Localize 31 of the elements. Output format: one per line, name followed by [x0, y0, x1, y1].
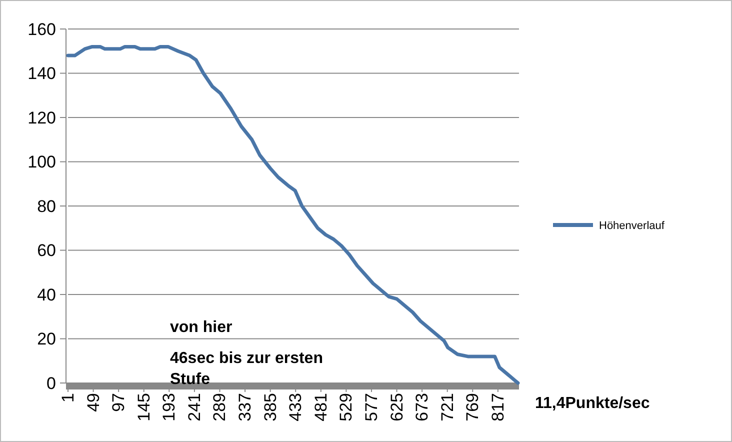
x-tick-label: 385 — [260, 393, 280, 422]
legend-label: Höhenverlauf — [599, 220, 666, 232]
x-tick-label: 673 — [412, 393, 432, 422]
y-tick-label: 100 — [28, 152, 56, 172]
x-tick-label: 769 — [463, 393, 482, 422]
y-tick-label: 80 — [37, 196, 56, 216]
y-tick-label: 40 — [37, 285, 56, 304]
x-tick-label: 481 — [311, 393, 330, 422]
x-tick-label: 625 — [387, 393, 406, 422]
annotation: 46sec bis zur ersten Stufe — [170, 350, 323, 388]
y-tick-label: 0 — [46, 374, 56, 393]
x-tick-label: 577 — [362, 393, 381, 422]
x-tick-label: 49 — [84, 393, 103, 412]
y-tick-label: 20 — [37, 330, 56, 349]
x-tick-label: 193 — [160, 393, 179, 422]
x-tick-label: 145 — [134, 393, 154, 422]
x-tick-label: 721 — [438, 393, 457, 422]
x-tick-label: 337 — [236, 393, 255, 422]
y-tick-label: 60 — [37, 241, 56, 260]
x-tick-label: 97 — [109, 393, 128, 412]
y-tick-label: 140 — [28, 64, 56, 84]
x-tick-label: 433 — [286, 393, 306, 422]
x-tick-label: 1 — [58, 393, 78, 402]
text: 11,4Punkte/sec — [535, 395, 650, 412]
annotation: von hier — [170, 319, 232, 336]
x-tick-label: 529 — [336, 393, 356, 422]
x-tick-label: 289 — [210, 393, 230, 422]
x-tick-label: 817 — [488, 393, 508, 422]
x-tick-label: 241 — [184, 393, 204, 422]
y-tick-label: 160 — [28, 20, 56, 39]
y-tick-label: 120 — [28, 108, 56, 128]
